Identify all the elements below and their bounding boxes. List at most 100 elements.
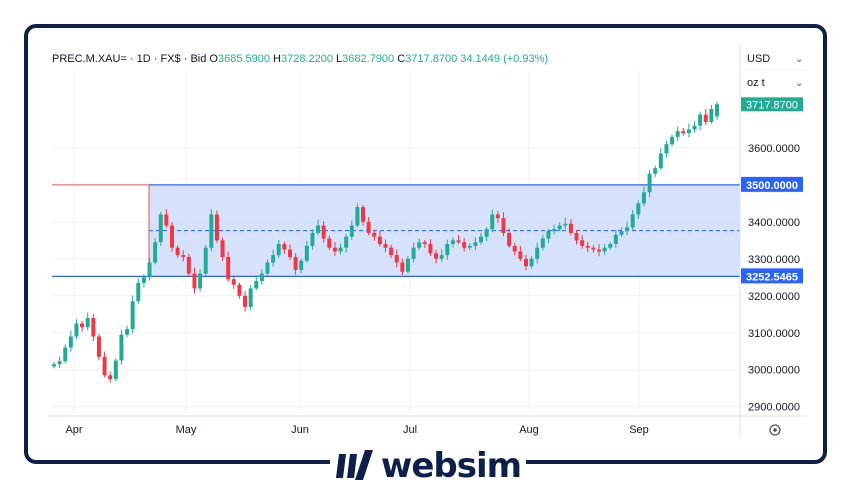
candle-body (321, 225, 326, 239)
candle (591, 245, 596, 253)
range-zone (52, 184, 740, 277)
candle-body (276, 244, 281, 256)
candle-body (467, 245, 472, 248)
chevron-down-icon: ⌄ (795, 78, 803, 89)
candle-body (602, 247, 607, 252)
candle (254, 275, 259, 291)
candle-body (181, 255, 186, 257)
candle (518, 245, 523, 262)
candle (405, 256, 410, 274)
candle (479, 232, 484, 245)
candle (181, 250, 186, 262)
candle (276, 239, 281, 258)
candle (158, 211, 163, 246)
candle (68, 330, 73, 352)
candle (175, 245, 180, 258)
candle (670, 134, 675, 147)
candle-body (349, 225, 354, 237)
candle (299, 258, 304, 274)
candle (456, 234, 461, 245)
candle (450, 237, 455, 248)
candle-body (647, 173, 652, 193)
candle-body (237, 284, 242, 296)
candle (265, 259, 270, 276)
candle-body (523, 258, 528, 267)
candle-body (535, 247, 540, 259)
candle-body (169, 225, 174, 248)
candle-body (552, 229, 557, 232)
candle (80, 320, 85, 332)
candle-body (344, 236, 349, 248)
candle (703, 109, 708, 126)
candle (349, 220, 354, 240)
candle-body (512, 245, 517, 252)
candle (91, 313, 96, 342)
candle (136, 278, 141, 305)
candle (164, 209, 169, 228)
candle (653, 165, 658, 178)
candle (434, 249, 439, 264)
candle-body (456, 240, 461, 243)
candle-body (450, 240, 455, 245)
websim-wordmark: websim (380, 446, 522, 486)
candle (293, 253, 298, 275)
candle (675, 126, 680, 141)
candle-body (57, 361, 62, 365)
candle-body (574, 232, 579, 241)
candle-body (175, 247, 180, 256)
candle-body (209, 214, 214, 248)
candle-body (136, 282, 141, 302)
candle-body (96, 336, 101, 357)
candle-body (445, 244, 450, 256)
candle-body (490, 214, 495, 230)
candle (389, 244, 394, 259)
candle (467, 243, 472, 250)
candle-body (91, 317, 96, 337)
candle-body (479, 236, 484, 243)
candle-body (563, 223, 568, 226)
candle-body (585, 245, 590, 248)
candle (529, 256, 534, 269)
candle-body (220, 240, 225, 257)
candle-body (670, 136, 675, 145)
candle-body (316, 225, 321, 233)
candle-body (80, 323, 85, 328)
candle-body (428, 244, 433, 254)
candle (214, 210, 219, 243)
candle (119, 329, 124, 365)
candle (495, 211, 500, 223)
y-tick-label: 3200.0000 (748, 291, 800, 303)
candle (546, 228, 551, 244)
candle-body (664, 144, 669, 154)
candle (462, 238, 467, 252)
candle (198, 269, 203, 292)
candle-body (658, 153, 663, 169)
candle (439, 249, 444, 262)
candle-body (254, 281, 259, 289)
candle (641, 186, 646, 207)
candle-body (473, 242, 478, 246)
candle (383, 239, 388, 253)
websim-logo: websim (330, 446, 526, 486)
candle-body (405, 258, 410, 272)
legend-header: PREC.M.XAU= · 1D · FX$ · Bid O3685.5900 … (52, 53, 548, 65)
candle-body (125, 329, 130, 335)
candle-body (102, 356, 107, 376)
candle (664, 140, 669, 158)
candle (507, 228, 512, 248)
candle (597, 244, 602, 257)
candle (540, 234, 545, 251)
candle-body (198, 273, 203, 289)
candle (287, 244, 292, 260)
candle-body (271, 255, 276, 263)
candle (394, 249, 399, 268)
candle-body (304, 245, 309, 261)
candle-body (518, 251, 523, 259)
candle-body (540, 238, 545, 248)
candle (344, 234, 349, 253)
settings-icon[interactable] (769, 424, 781, 436)
candle-body (709, 109, 714, 123)
candle-body (259, 273, 264, 282)
candle-body (422, 242, 427, 245)
